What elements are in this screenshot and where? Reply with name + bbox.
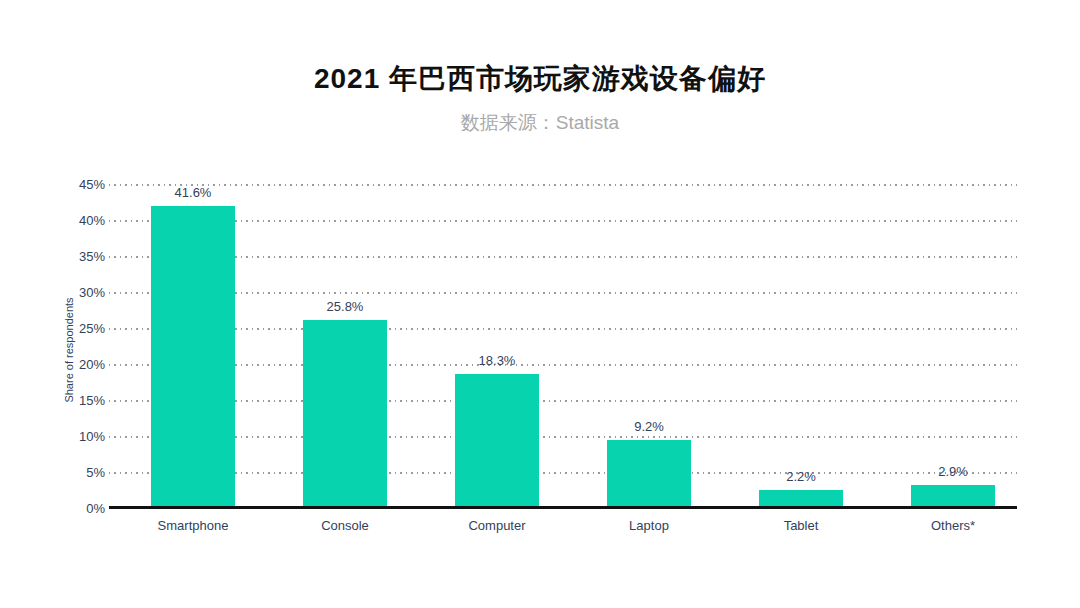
bar-value-label: 41.6% <box>143 185 243 200</box>
x-axis-label: Tablet <box>726 518 876 533</box>
gridline <box>109 292 1017 294</box>
bar-value-label: 18.3% <box>447 353 547 368</box>
x-axis-label: Computer <box>422 518 572 533</box>
plot-area: 41.6% 25.8% 18.3% 9.2% 2.2% 2.9% <box>109 185 1017 509</box>
y-tick-label: 40% <box>57 213 105 228</box>
bar-value-label: 9.2% <box>599 419 699 434</box>
x-axis-label: Others* <box>878 518 1028 533</box>
bar-value-label: 2.9% <box>903 464 1003 479</box>
x-axis-label: Console <box>270 518 420 533</box>
y-tick-label: 25% <box>57 321 105 336</box>
bar-value-label: 25.8% <box>295 299 395 314</box>
bar-computer <box>455 374 539 506</box>
x-axis-label: Laptop <box>574 518 724 533</box>
y-axis-label: Share of respondents <box>63 250 77 450</box>
gridline <box>109 328 1017 330</box>
chart-title: 2021 年巴西市场玩家游戏设备偏好 <box>0 60 1080 98</box>
bar-smartphone <box>151 206 235 506</box>
gridline <box>109 400 1017 402</box>
bar-tablet <box>759 490 843 506</box>
gridline <box>109 364 1017 366</box>
bar-value-label: 2.2% <box>751 469 851 484</box>
y-tick-label: 20% <box>57 357 105 372</box>
chart-canvas: 2021 年巴西市场玩家游戏设备偏好 数据来源：Statista Share o… <box>0 0 1080 608</box>
bar-console <box>303 320 387 506</box>
y-tick-label: 30% <box>57 285 105 300</box>
gridline <box>109 472 1017 474</box>
y-tick-label: 5% <box>57 465 105 480</box>
y-tick-label: 10% <box>57 429 105 444</box>
y-tick-label: 15% <box>57 393 105 408</box>
gridline <box>109 436 1017 438</box>
bar-others <box>911 485 995 506</box>
y-tick-label: 0% <box>57 501 105 516</box>
y-tick-label: 35% <box>57 249 105 264</box>
gridline <box>109 184 1017 186</box>
gridline <box>109 220 1017 222</box>
chart-subtitle: 数据来源：Statista <box>0 110 1080 136</box>
gridline <box>109 256 1017 258</box>
x-axis-label: Smartphone <box>118 518 268 533</box>
y-tick-label: 45% <box>57 177 105 192</box>
bar-laptop <box>607 440 691 506</box>
